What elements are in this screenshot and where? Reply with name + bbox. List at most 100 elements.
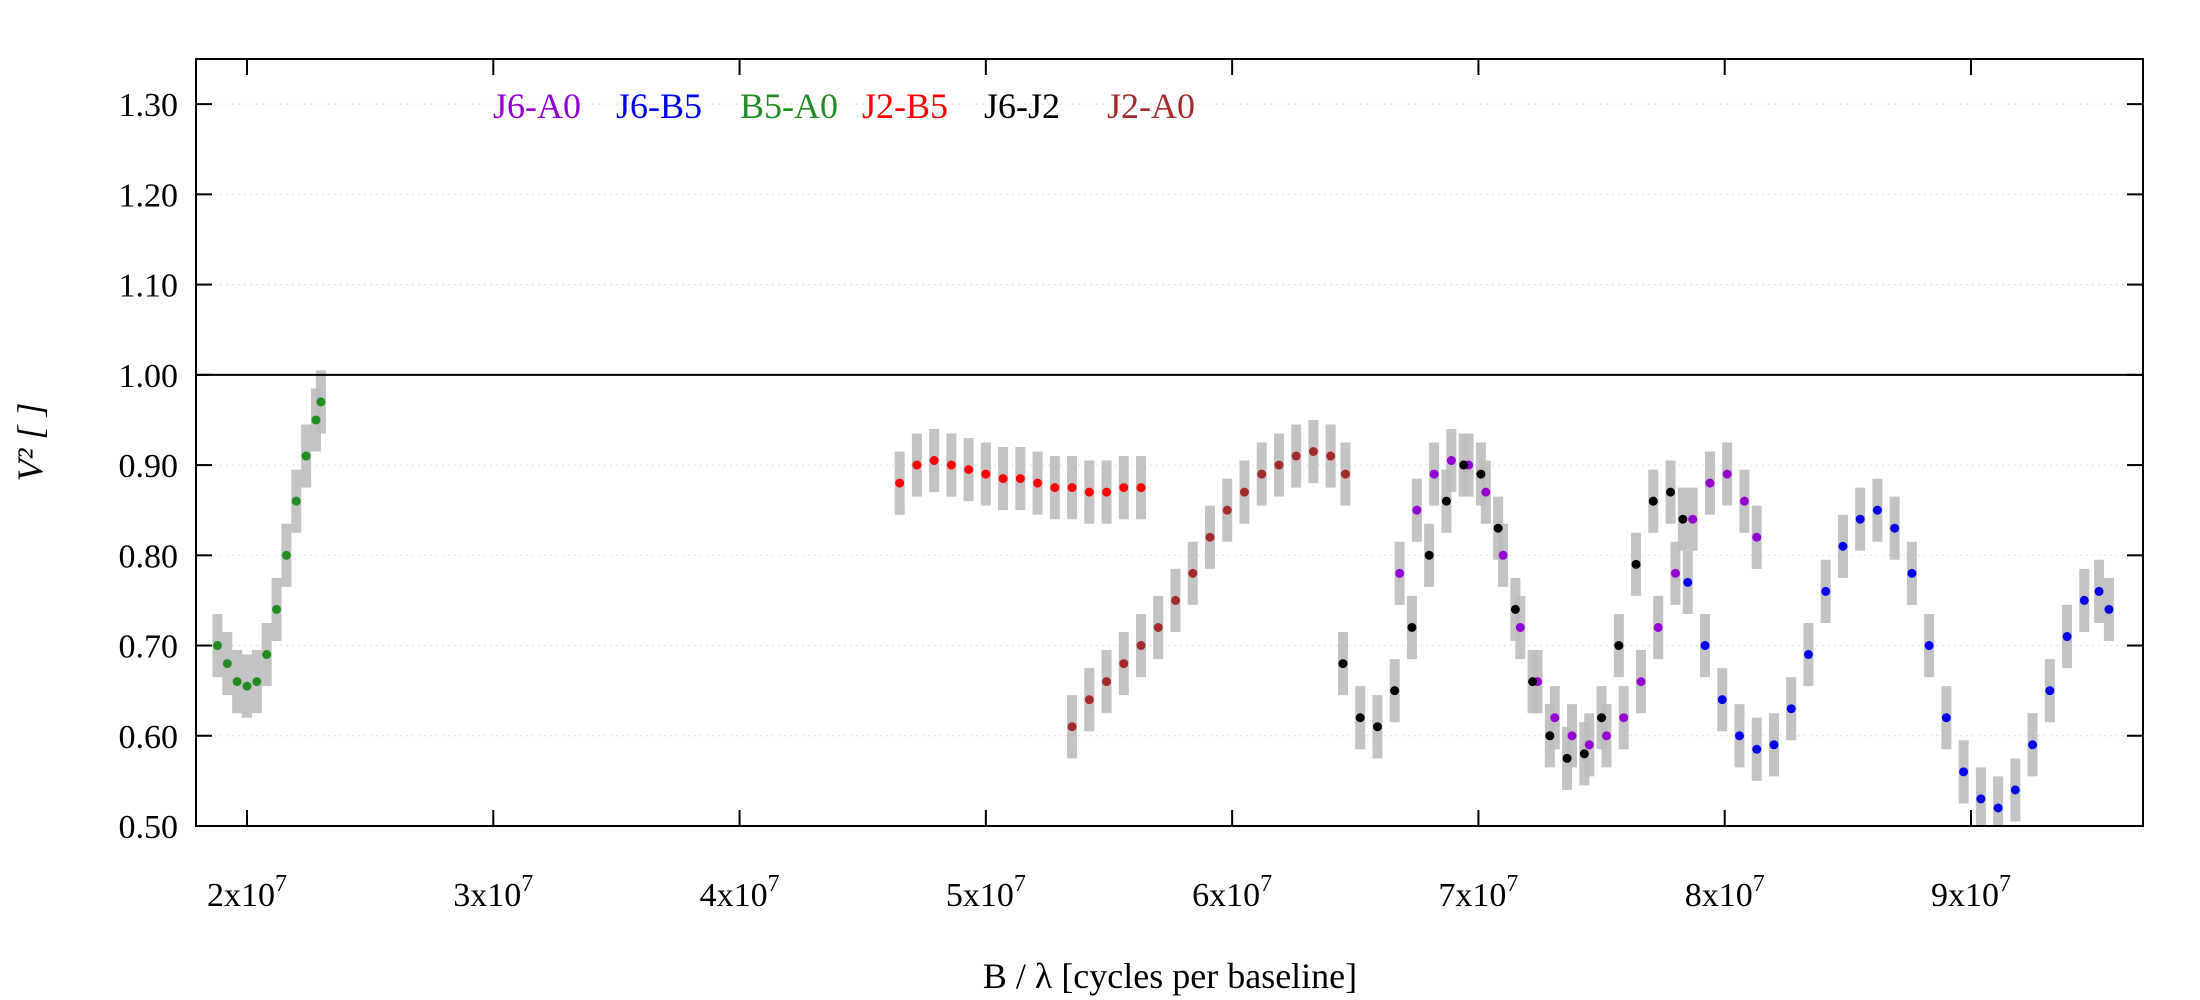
data-point: [1355, 713, 1365, 723]
x-tick-exponent: 7: [1506, 871, 1518, 897]
legend-item: B5-A0: [740, 86, 838, 126]
x-tick-label: 6x107: [1192, 871, 1272, 914]
data-point: [1636, 677, 1646, 687]
data-point: [1407, 622, 1417, 632]
legend-item: J6-B5: [616, 86, 702, 126]
data-point: [1372, 722, 1382, 732]
data-point: [1545, 731, 1555, 741]
data-point: [232, 677, 242, 687]
data-point: [316, 397, 326, 407]
data-point: [1102, 677, 1112, 687]
x-tick-mantissa: 9x10: [1931, 877, 1999, 914]
x-tick-exponent: 7: [521, 871, 533, 897]
data-point: [1619, 713, 1629, 723]
data-point: [1441, 496, 1451, 506]
data-point: [1033, 478, 1043, 488]
data-point: [1498, 550, 1508, 560]
data-point: [1722, 469, 1732, 479]
data-point: [1821, 586, 1831, 596]
data-point: [1119, 659, 1129, 669]
data-point: [1067, 483, 1077, 493]
y-tick-label: 0.60: [119, 719, 179, 756]
axis-ticks: 0.50 0.60 0.70 0.80 0.90 1.00 1.10 1.20 1.30 2x10…: [119, 59, 2143, 914]
data-point: [946, 460, 956, 470]
data-points: [212, 397, 2114, 813]
x-tick-label: 3x107: [453, 871, 533, 914]
data-point: [1340, 469, 1350, 479]
data-point: [1395, 568, 1405, 578]
data-point: [1067, 722, 1077, 732]
data-point: [242, 681, 252, 691]
data-point: [212, 641, 222, 651]
data-point: [1257, 469, 1267, 479]
y-tick-label: 1.20: [119, 177, 179, 214]
y-tick-label: 1.10: [119, 268, 179, 305]
data-point: [1601, 731, 1611, 741]
y-tick-label: 0.90: [119, 448, 179, 485]
data-point: [1550, 713, 1560, 723]
x-tick-mantissa: 2x10: [207, 877, 275, 914]
data-point: [272, 604, 282, 614]
data-point: [1907, 568, 1917, 578]
x-tick-exponent: 7: [1014, 871, 1026, 897]
data-point: [1597, 713, 1607, 723]
x-tick-label: 8x107: [1685, 871, 1765, 914]
data-point: [2028, 740, 2038, 750]
data-point: [1786, 704, 1796, 714]
data-point: [1752, 532, 1762, 542]
data-point: [2062, 632, 2072, 642]
x-tick-mantissa: 4x10: [700, 877, 768, 914]
x-tick-mantissa: 8x10: [1685, 877, 1753, 914]
data-point: [1700, 641, 1710, 651]
x-tick-exponent: 7: [1999, 871, 2011, 897]
data-point: [1752, 744, 1762, 754]
data-point: [252, 677, 262, 687]
data-point: [301, 451, 311, 461]
data-point: [981, 469, 991, 479]
data-point: [1015, 474, 1025, 484]
x-tick-exponent: 7: [275, 871, 287, 897]
x-tick-mantissa: 6x10: [1192, 877, 1260, 914]
x-tick-exponent: 7: [1260, 871, 1272, 897]
data-point: [2045, 686, 2055, 696]
data-point: [2094, 586, 2104, 596]
data-point: [1959, 767, 1969, 777]
data-point: [1717, 695, 1727, 705]
data-point: [1666, 487, 1676, 497]
data-point: [1562, 753, 1572, 763]
legend-item: J6-J2: [984, 86, 1060, 126]
x-tick-label: 5x107: [946, 871, 1026, 914]
data-point: [2010, 785, 2020, 795]
data-point: [1924, 641, 1934, 651]
y-tick-label: 0.70: [119, 629, 179, 666]
legend-item: J6-A0: [493, 86, 581, 126]
x-tick-mantissa: 3x10: [453, 877, 521, 914]
data-point: [1476, 469, 1486, 479]
data-point: [1683, 577, 1693, 587]
data-point: [1705, 478, 1715, 488]
legend: J6-A0 J6-B5 B5-A0 J2-B5 J6-J2 J2-A0: [493, 86, 1195, 126]
data-point: [1688, 514, 1698, 524]
data-point: [1326, 451, 1336, 461]
data-point: [1567, 731, 1577, 741]
data-point: [1102, 487, 1112, 497]
data-point: [1136, 641, 1146, 651]
data-point: [1872, 505, 1882, 515]
data-point: [1429, 469, 1439, 479]
data-point: [1136, 483, 1146, 493]
y-axis-title: V² [ ]: [10, 403, 50, 482]
data-point: [1084, 487, 1094, 497]
data-point: [1050, 483, 1060, 493]
data-point: [1412, 505, 1422, 515]
data-point: [1528, 677, 1538, 687]
data-point: [1648, 496, 1658, 506]
x-tick-mantissa: 5x10: [946, 877, 1014, 914]
data-point: [912, 460, 922, 470]
data-point: [2104, 604, 2114, 614]
data-point: [1170, 595, 1180, 605]
data-point: [1631, 559, 1641, 569]
data-point: [1855, 514, 1865, 524]
y-tick-label: 0.50: [119, 809, 179, 846]
data-point: [1515, 622, 1525, 632]
